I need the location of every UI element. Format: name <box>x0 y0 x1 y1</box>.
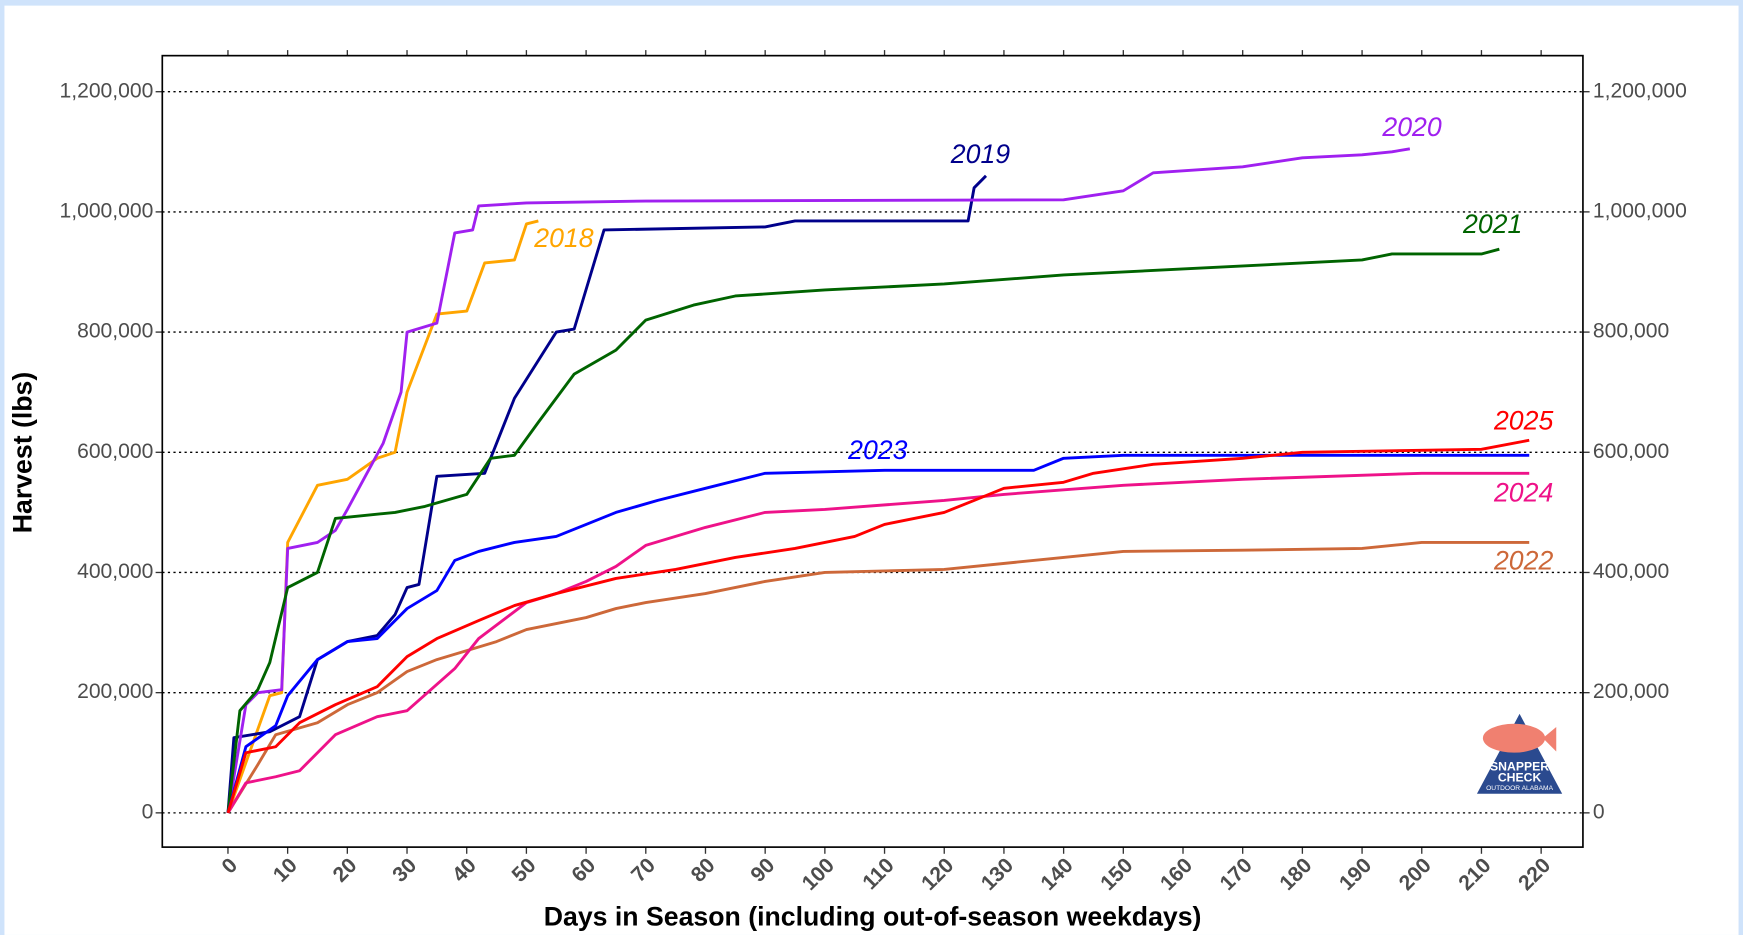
logo-text: OUTDOOR ALABAMA <box>1486 785 1554 792</box>
logo: SNAPPER CHECK OUTDOOR ALABAMA <box>1473 709 1566 796</box>
series-line <box>226 174 988 813</box>
series-label: 2025 <box>1493 406 1553 436</box>
series-line <box>226 147 1411 814</box>
logo-text: SNAPPER <box>1490 759 1549 773</box>
series-label: 2019 <box>950 139 1010 169</box>
y2-tick-label: 1,000,000 <box>1593 199 1687 222</box>
y-tick-label: 600,000 <box>77 440 153 463</box>
series-label: 2021 <box>1462 209 1522 239</box>
y-axis-title: Harvest (lbs) <box>8 372 38 533</box>
y2-tick-label: 400,000 <box>1593 560 1669 583</box>
logo-fish <box>1482 723 1546 753</box>
logo-text: CHECK <box>1498 770 1542 784</box>
y2-tick-label: 800,000 <box>1593 320 1669 343</box>
plot-border <box>161 54 1584 848</box>
y-tick-label: 800,000 <box>77 320 153 343</box>
series-label: 2022 <box>1493 545 1553 575</box>
series-label: 2018 <box>533 223 593 253</box>
series-line <box>226 453 1530 814</box>
series-label: 2023 <box>847 435 907 465</box>
y-tick-label: 0 <box>142 800 154 823</box>
series-line <box>226 471 1530 814</box>
series-line <box>226 438 1530 814</box>
series-line <box>226 540 1530 814</box>
y-tick-label: 1,200,000 <box>59 79 153 102</box>
y2-tick-label: 0 <box>1593 800 1605 823</box>
logo-triangle <box>1473 709 1566 796</box>
y2-tick-label: 600,000 <box>1593 440 1669 463</box>
y-tick-label: 400,000 <box>77 560 153 583</box>
y-tick-label: 1,000,000 <box>59 199 153 222</box>
series-line <box>226 247 1500 814</box>
series-label: 2024 <box>1493 477 1553 507</box>
x-axis-title: Days in Season (including out-of-season … <box>544 901 1202 931</box>
series-label: 2020 <box>1381 112 1441 142</box>
logo-fin <box>1542 727 1557 752</box>
y-tick-label: 200,000 <box>77 680 153 703</box>
y2-tick-label: 1,200,000 <box>1593 79 1687 102</box>
y2-tick-label: 200,000 <box>1593 680 1669 703</box>
